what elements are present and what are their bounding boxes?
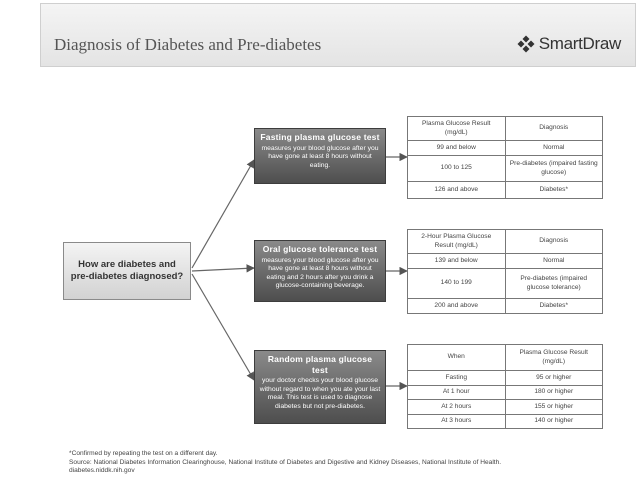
table-row: At 1 hour 180 or higher: [407, 384, 603, 400]
table-cell: 140 or higher: [504, 413, 603, 429]
table-cell: Pre-diabetes (impaired glucose tolerance…: [504, 268, 603, 299]
test-title: Oral glucose tolerance test: [262, 244, 378, 254]
table-cell: 126 and above: [407, 181, 506, 199]
table-cell: Diabetes*: [504, 181, 603, 199]
table-header-row: 2-Hour Plasma Glucose Result (mg/dL) Dia…: [407, 229, 603, 254]
table-row: 126 and above Diabetes*: [407, 181, 603, 199]
test-description: measures your blood glucose after you ha…: [261, 256, 379, 290]
test-description: your doctor checks your blood glucose wi…: [259, 377, 381, 410]
table-row: 200 and above Diabetes*: [407, 298, 603, 314]
table-cell: 99 and below: [407, 140, 506, 156]
table-cell: 100 to 125: [407, 155, 506, 182]
table-cell: 200 and above: [407, 298, 506, 314]
table-header-cell: Plasma Glucose Result (mg/dL): [504, 344, 603, 371]
table-row: 99 and below Normal: [407, 140, 603, 156]
table-row: At 3 hours 140 or higher: [407, 413, 603, 429]
table-oral: 2-Hour Plasma Glucose Result (mg/dL) Dia…: [407, 229, 603, 314]
table-row: At 2 hours 155 or higher: [407, 399, 603, 415]
footnote-url: diabetes.niddk.nih.gov: [69, 467, 135, 474]
table-cell: 140 to 199: [407, 268, 506, 299]
table-cell: Normal: [504, 140, 603, 156]
test-title: Random plasma glucose test: [267, 354, 373, 375]
table-cell: At 3 hours: [407, 413, 506, 429]
table-cell: At 1 hour: [407, 384, 506, 400]
arrow-to-oral: [191, 264, 255, 273]
brand-logo: SmartDraw: [517, 34, 621, 54]
table-cell: Diabetes*: [504, 298, 603, 314]
table-header-row: Plasma Glucose Result (mg/dL) Diagnosis: [407, 116, 603, 141]
table-row: 140 to 199 Pre-diabetes (impaired glucos…: [407, 268, 603, 299]
table-cell: Normal: [504, 253, 603, 269]
table-row: Fasting 95 or higher: [407, 370, 603, 386]
table-header-cell: 2-Hour Plasma Glucose Result (mg/dL): [407, 229, 506, 254]
smartdraw-diamond-icon: [517, 35, 535, 53]
table-row: 139 and below Normal: [407, 253, 603, 269]
table-cell: 180 or higher: [504, 384, 603, 400]
test-random: Random plasma glucose test your doctor c…: [254, 350, 386, 424]
test-oral: Oral glucose tolerance test measures you…: [254, 240, 386, 302]
table-header-row: When Plasma Glucose Result (mg/dL): [407, 344, 603, 371]
table-header-cell: When: [407, 344, 506, 371]
table-cell: Pre-diabetes (impaired fasting glucose): [504, 155, 603, 182]
table-random: When Plasma Glucose Result (mg/dL) Fasti…: [407, 344, 603, 429]
arrow-to-fasting: [191, 159, 255, 269]
footnote-confirmation: *Confirmed by repeating the test on a di…: [69, 450, 218, 457]
table-cell: 95 or higher: [504, 370, 603, 386]
test-title: Fasting plasma glucose test: [260, 132, 380, 142]
table-fasting: Plasma Glucose Result (mg/dL) Diagnosis …: [407, 116, 603, 199]
table-header-cell: Diagnosis: [504, 116, 603, 141]
test-fasting: Fasting plasma glucose test measures you…: [254, 128, 386, 184]
table-header-cell: Diagnosis: [504, 229, 603, 254]
page-title: Diagnosis of Diabetes and Pre-diabetes: [54, 35, 322, 54]
test-description: measures your blood glucose after you ha…: [261, 144, 379, 169]
header-bar: Diagnosis of Diabetes and Pre-diabetes S…: [40, 3, 636, 67]
root-question: How are diabetes and pre-diabetes diagno…: [63, 242, 191, 300]
table-header-cell: Plasma Glucose Result (mg/dL): [407, 116, 506, 141]
table-cell: At 2 hours: [407, 399, 506, 415]
footnote: *Confirmed by repeating the test on a di…: [69, 450, 501, 476]
footnote-source: Source: National Diabetes Information Cl…: [69, 458, 502, 466]
table-cell: Fasting: [407, 370, 506, 386]
table-cell: 155 or higher: [504, 399, 603, 415]
brand-name: SmartDraw: [538, 34, 622, 53]
table-cell: 139 and below: [407, 253, 506, 269]
arrow-to-random: [191, 273, 255, 381]
table-row: 100 to 125 Pre-diabetes (impaired fastin…: [407, 155, 603, 182]
